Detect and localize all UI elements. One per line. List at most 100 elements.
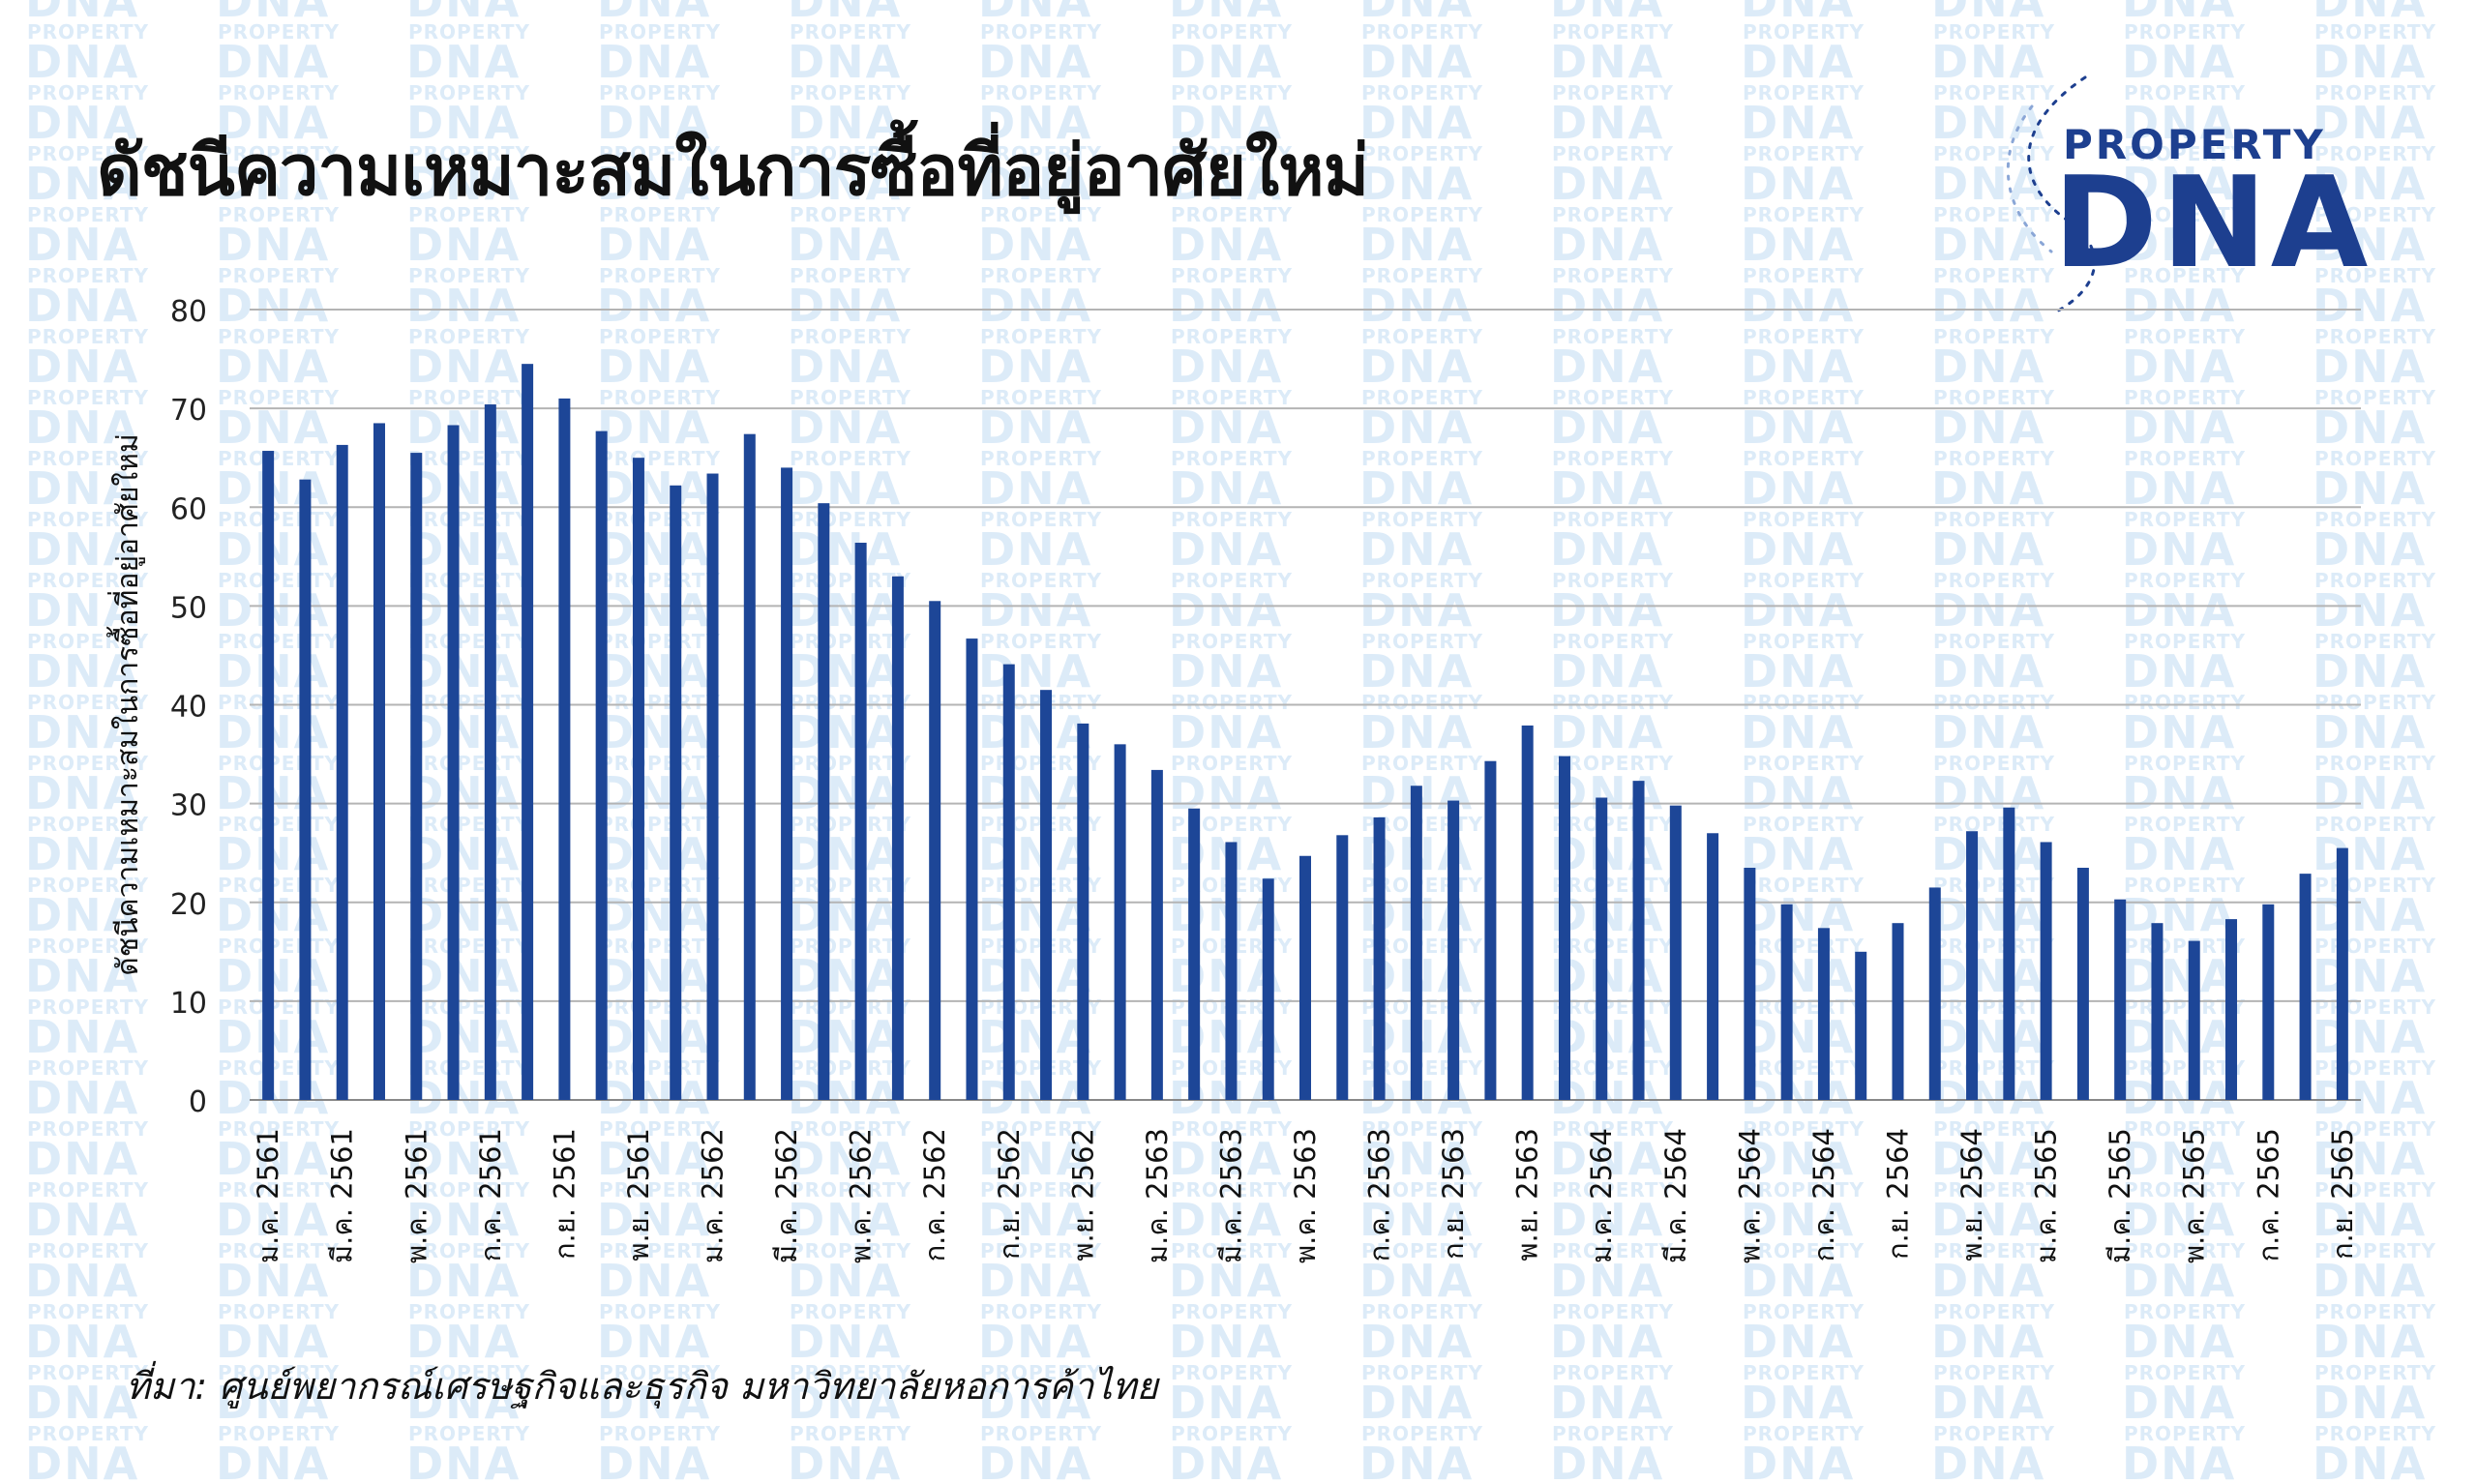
watermark-top-text: PROPERTY — [599, 752, 721, 775]
watermark-main-text: DNA — [2122, 1377, 2236, 1429]
watermark-main-text: DNA — [788, 1316, 902, 1368]
watermark-main-text: DNA — [2313, 950, 2427, 1002]
x-tick-label: ก.ค. 2562 — [918, 1128, 951, 1261]
watermark-main-text: DNA — [25, 36, 139, 88]
watermark-main-text: DNA — [1931, 889, 2045, 941]
bar — [632, 458, 644, 1100]
watermark-top-text: PROPERTY — [218, 569, 340, 592]
watermark-top-text: PROPERTY — [1933, 1300, 2055, 1323]
watermark-top-text: PROPERTY — [218, 1300, 340, 1323]
watermark-top-text: PROPERTY — [1361, 569, 1483, 592]
bar — [373, 423, 385, 1101]
x-tick-label: พ.ย. 2564 — [1955, 1128, 1988, 1261]
watermark-main-text: DNA — [1169, 1133, 1283, 1185]
watermark-top-text: PROPERTY — [790, 142, 911, 165]
watermark-main-text: DNA — [788, 36, 902, 88]
watermark-main-text: DNA — [788, 828, 902, 880]
watermark-main-text: DNA — [406, 462, 521, 515]
x-tick-label: ก.ค. 2565 — [2252, 1128, 2284, 1261]
watermark-main-text: DNA — [597, 1011, 711, 1063]
watermark-top-text: PROPERTY — [408, 813, 530, 836]
x-tick-label: พ.ย. 2561 — [622, 1128, 655, 1261]
watermark-top-text: PROPERTY — [1552, 1117, 1674, 1141]
watermark-top-text: PROPERTY — [1933, 569, 2055, 592]
watermark-main-text: DNA — [1741, 36, 1855, 88]
watermark-main-text: DNA — [597, 645, 711, 697]
watermark-main-text: DNA — [25, 1438, 139, 1484]
watermark-top-text: PROPERTY — [599, 874, 721, 897]
watermark-top-text: PROPERTY — [980, 20, 1102, 44]
watermark-top-text: PROPERTY — [218, 630, 340, 653]
watermark-main-text: DNA — [1931, 584, 2045, 637]
watermark-top-text: PROPERTY — [599, 691, 721, 714]
watermark-top-text: PROPERTY — [218, 935, 340, 958]
watermark-top-text: PROPERTY — [2124, 1422, 2246, 1445]
watermark-top-text: PROPERTY — [1933, 81, 2055, 104]
watermark-top-text: PROPERTY — [27, 691, 149, 714]
watermark-main-text: DNA — [2122, 950, 2236, 1002]
watermark-top-text: PROPERTY — [408, 142, 530, 165]
watermark-main-text: DNA — [406, 1377, 521, 1429]
watermark-top-text: PROPERTY — [218, 813, 340, 836]
watermark-main-text: DNA — [2122, 1072, 2236, 1124]
watermark-top-text: PROPERTY — [2124, 203, 2246, 226]
bar — [2299, 874, 2312, 1100]
watermark-main-text: DNA — [406, 0, 521, 27]
x-tick-label: มี.ค. 2565 — [2104, 1128, 2136, 1263]
watermark-top-text: PROPERTY — [218, 1422, 340, 1445]
watermark-top-text: PROPERTY — [1743, 386, 1865, 409]
watermark-main-text: DNA — [788, 1011, 902, 1063]
bar — [1521, 725, 1534, 1100]
watermark-top-text: PROPERTY — [1933, 264, 2055, 287]
watermark-top-text: PROPERTY — [218, 1178, 340, 1202]
bar — [1817, 928, 1830, 1100]
watermark-top-text: PROPERTY — [1933, 386, 2055, 409]
watermark-main-text: DNA — [25, 219, 139, 271]
watermark-main-text: DNA — [1741, 828, 1855, 880]
watermark-main-text: DNA — [1741, 584, 1855, 637]
watermark-main-text: DNA — [2313, 1194, 2427, 1246]
watermark-main-text: DNA — [1359, 97, 1474, 149]
watermark-main-text: DNA — [597, 1438, 711, 1484]
x-tick-label: พ.ค. 2565 — [2178, 1128, 2211, 1263]
watermark-main-text: DNA — [978, 645, 1092, 697]
watermark-main-text: DNA — [216, 36, 330, 88]
watermark-top-text: PROPERTY — [790, 752, 911, 775]
